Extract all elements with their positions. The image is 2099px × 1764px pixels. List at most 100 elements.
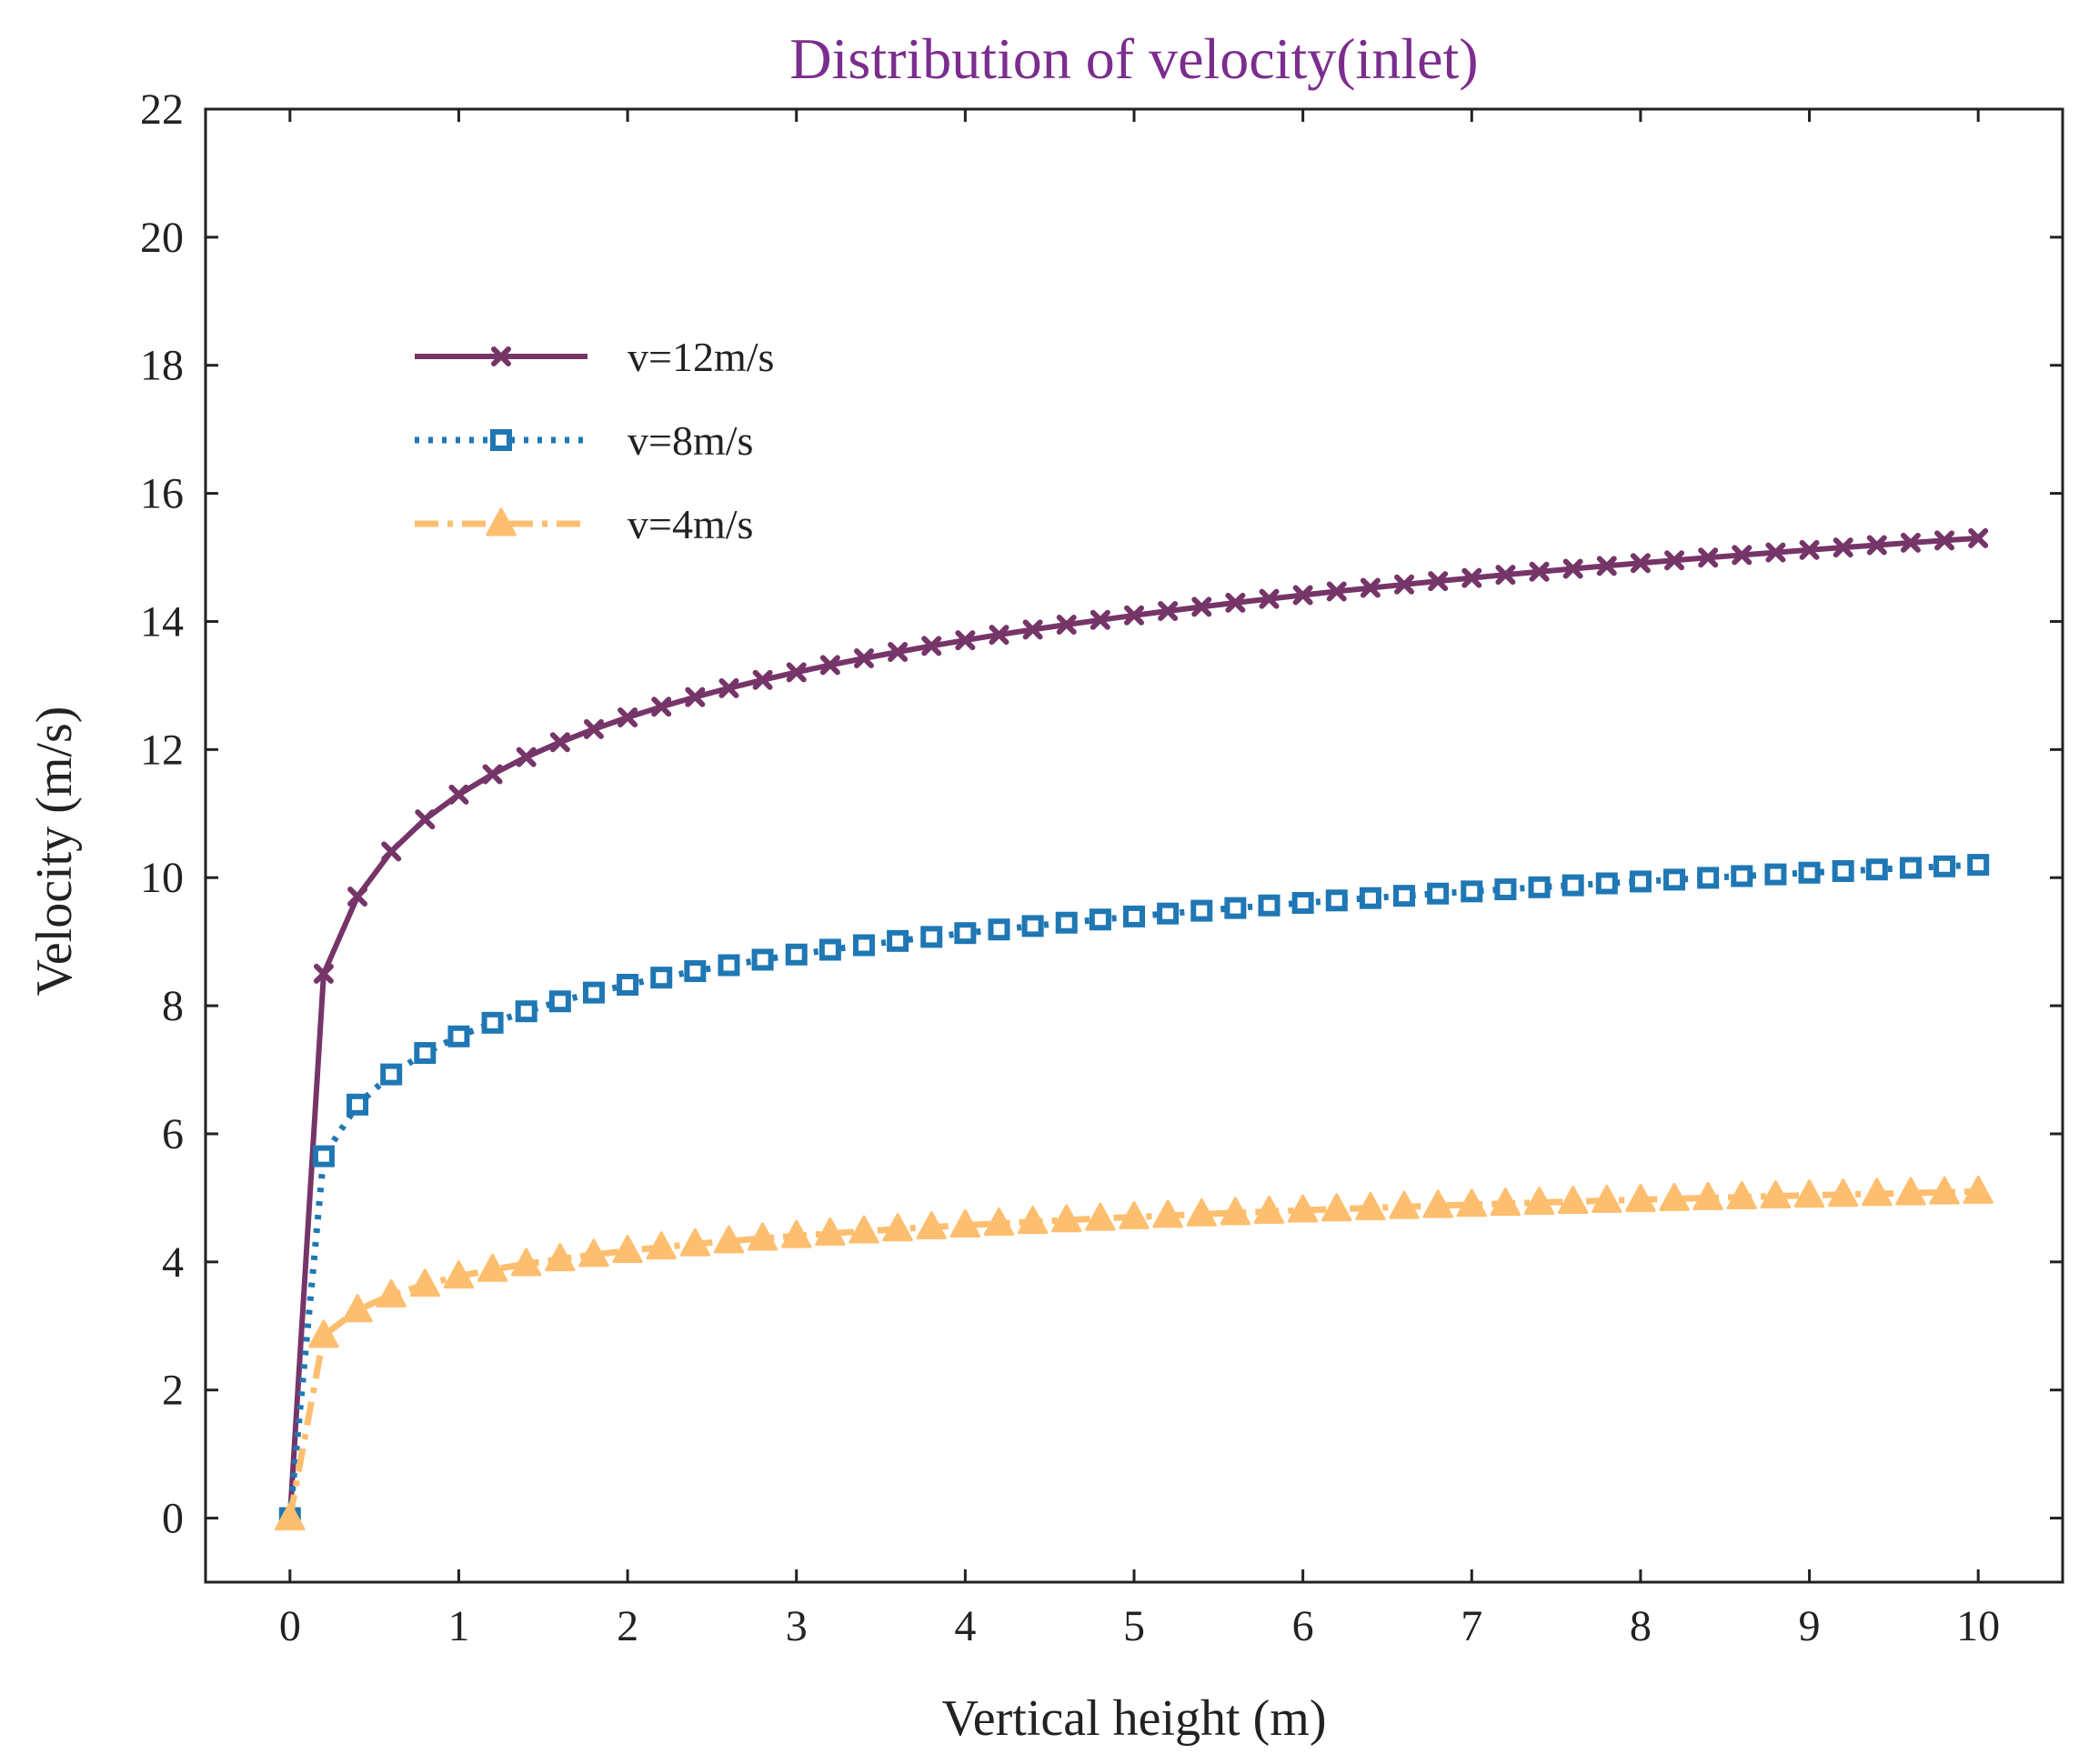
data-point-s3-30 bbox=[1287, 1194, 1319, 1223]
legend-label-3: v=4m/s bbox=[628, 501, 753, 547]
data-point-s3-44 bbox=[1760, 1180, 1792, 1209]
data-point-s2-33 bbox=[1393, 885, 1416, 907]
data-point-s3-20 bbox=[949, 1208, 981, 1238]
data-point-s2-17 bbox=[852, 934, 875, 957]
series-line-2 bbox=[286, 861, 1979, 1518]
y-tick-label-4: 8 bbox=[162, 982, 184, 1030]
legend-marker-1 bbox=[491, 346, 511, 366]
data-point-s2-5 bbox=[447, 1025, 470, 1047]
data-point-s1-24 bbox=[1090, 609, 1110, 630]
data-point-s3-37 bbox=[1523, 1187, 1555, 1216]
x-tick-label-4: 4 bbox=[954, 1602, 976, 1650]
data-point-s3-8 bbox=[545, 1243, 576, 1272]
data-point-s3-16 bbox=[815, 1218, 846, 1247]
x-tick-label-6: 6 bbox=[1292, 1602, 1314, 1650]
data-point-s3-22 bbox=[1017, 1206, 1049, 1235]
data-point-s2-11 bbox=[650, 967, 673, 989]
data-point-s2-2 bbox=[346, 1093, 369, 1116]
data-point-s3-42 bbox=[1692, 1181, 1723, 1210]
data-point-s2-28 bbox=[1224, 897, 1247, 919]
x-tick-label-8: 8 bbox=[1630, 1602, 1652, 1650]
data-point-s2-24 bbox=[1089, 908, 1111, 931]
y-tick-label-0: 0 bbox=[162, 1495, 184, 1543]
data-point-s1-49 bbox=[1934, 530, 1955, 551]
data-point-s3-17 bbox=[849, 1215, 879, 1244]
data-point-s2-27 bbox=[1190, 899, 1213, 922]
data-point-s1-29 bbox=[1259, 588, 1280, 609]
data-point-s3-13 bbox=[713, 1225, 745, 1254]
data-point-s3-34 bbox=[1422, 1189, 1453, 1218]
data-point-s1-37 bbox=[1529, 561, 1550, 582]
data-point-s3-2 bbox=[342, 1294, 373, 1323]
data-point-s2-37 bbox=[1528, 876, 1551, 898]
data-point-s3-46 bbox=[1827, 1178, 1859, 1208]
data-point-s2-3 bbox=[380, 1063, 403, 1086]
data-point-s1-31 bbox=[1326, 581, 1347, 602]
data-point-s3-25 bbox=[1119, 1200, 1150, 1229]
data-point-s2-10 bbox=[617, 973, 639, 996]
data-point-s1-44 bbox=[1765, 542, 1786, 563]
legend-label-1: v=12m/s bbox=[628, 334, 774, 380]
data-point-s3-50 bbox=[1963, 1175, 1994, 1204]
data-point-s2-39 bbox=[1595, 872, 1618, 895]
series-line-3 bbox=[286, 1188, 1979, 1519]
data-point-s3-45 bbox=[1793, 1179, 1825, 1208]
chart-title: Distribution of velocity(inlet) bbox=[789, 26, 1478, 91]
y-tick-label-5: 10 bbox=[140, 854, 184, 902]
x-tick-label-7: 7 bbox=[1461, 1602, 1482, 1650]
data-point-s2-22 bbox=[1021, 915, 1044, 937]
data-point-s3-7 bbox=[511, 1248, 542, 1277]
data-point-s1-34 bbox=[1428, 571, 1449, 592]
data-point-s2-26 bbox=[1157, 902, 1180, 925]
data-point-s1-47 bbox=[1866, 535, 1887, 556]
data-point-s2-46 bbox=[1832, 859, 1854, 882]
data-point-s1-18 bbox=[888, 641, 909, 662]
data-point-s2-38 bbox=[1562, 874, 1584, 897]
data-point-s2-19 bbox=[920, 926, 943, 948]
data-point-s3-41 bbox=[1659, 1182, 1690, 1211]
data-point-s3-49 bbox=[1929, 1176, 1960, 1205]
data-point-s1-20 bbox=[955, 630, 976, 651]
data-point-s2-40 bbox=[1629, 870, 1652, 893]
data-point-s1-27 bbox=[1191, 596, 1212, 617]
data-point-s3-1 bbox=[308, 1319, 339, 1348]
data-point-s1-2 bbox=[347, 887, 368, 907]
data-point-s3-43 bbox=[1726, 1180, 1757, 1209]
data-point-s3-36 bbox=[1490, 1188, 1522, 1217]
x-tick-label-5: 5 bbox=[1123, 1602, 1145, 1650]
data-point-s3-27 bbox=[1186, 1198, 1217, 1227]
data-point-s1-40 bbox=[1630, 553, 1651, 574]
data-point-s2-8 bbox=[548, 990, 571, 1013]
data-point-s2-13 bbox=[718, 954, 740, 977]
data-point-s2-15 bbox=[785, 943, 808, 966]
data-point-s2-32 bbox=[1359, 887, 1381, 909]
legend: v=12m/s v=8m/s v=4m/s bbox=[415, 334, 774, 547]
x-tick-label-3: 3 bbox=[786, 1602, 808, 1650]
data-point-s3-21 bbox=[983, 1207, 1015, 1236]
data-point-s2-9 bbox=[582, 981, 605, 1004]
y-tick-label-6: 12 bbox=[140, 726, 184, 774]
data-point-s3-15 bbox=[781, 1219, 812, 1248]
data-point-s1-4 bbox=[415, 809, 436, 830]
data-point-s3-18 bbox=[882, 1213, 913, 1242]
data-point-s2-18 bbox=[887, 929, 909, 952]
data-point-s3-38 bbox=[1557, 1185, 1589, 1214]
data-point-s1-23 bbox=[1056, 614, 1077, 635]
data-point-s3-3 bbox=[376, 1278, 407, 1308]
data-point-s1-30 bbox=[1292, 585, 1313, 606]
data-point-s2-23 bbox=[1055, 911, 1078, 934]
data-point-s1-12 bbox=[685, 687, 706, 707]
data-point-s1-11 bbox=[651, 697, 672, 717]
data-point-s2-1 bbox=[312, 1145, 335, 1168]
series-line-1 bbox=[286, 535, 1979, 1518]
data-point-s1-32 bbox=[1360, 577, 1381, 598]
data-point-s1-9 bbox=[583, 718, 604, 739]
data-point-s3-24 bbox=[1085, 1202, 1116, 1231]
y-tick-label-7: 14 bbox=[140, 597, 184, 646]
data-point-s1-50 bbox=[1968, 527, 1989, 548]
data-point-s1-42 bbox=[1698, 547, 1719, 568]
data-point-s3-9 bbox=[578, 1238, 609, 1268]
axes-frame bbox=[204, 107, 2064, 1584]
data-point-s2-50 bbox=[1967, 854, 1990, 877]
